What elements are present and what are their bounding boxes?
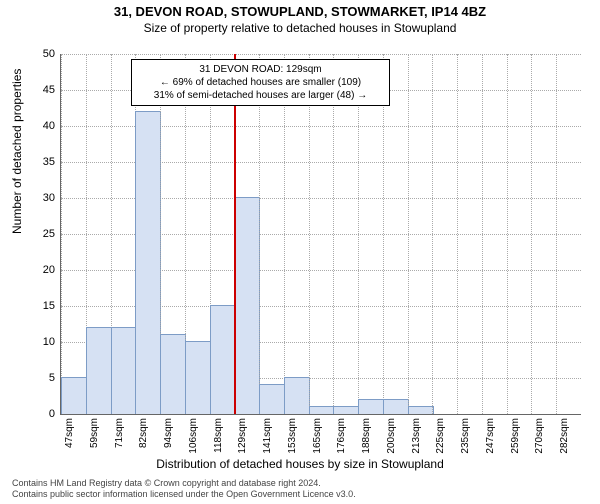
gridline-vertical: [333, 54, 334, 414]
gridline-vertical: [482, 54, 483, 414]
y-tick-label: 40: [25, 120, 55, 132]
x-tick-label: 282sqm: [559, 418, 570, 454]
y-tick-label: 25: [25, 228, 55, 240]
histogram-bar: [259, 384, 285, 414]
histogram-bar: [111, 327, 137, 414]
histogram-bar: [284, 377, 310, 414]
annotation-line: 31% of semi-detached houses are larger (…: [138, 89, 383, 102]
annotation-line: 31 DEVON ROAD: 129sqm: [138, 63, 383, 76]
x-tick-label: 82sqm: [138, 418, 149, 448]
x-tick-label: 153sqm: [287, 418, 298, 454]
histogram-bar: [135, 111, 161, 414]
x-tick-label: 47sqm: [64, 418, 75, 448]
footer-attribution: Contains HM Land Registry data © Crown c…: [12, 478, 356, 500]
x-axis-label: Distribution of detached houses by size …: [0, 457, 600, 471]
x-tick-label: 59sqm: [89, 418, 100, 448]
gridline-vertical: [556, 54, 557, 414]
x-tick-label: 118sqm: [213, 418, 224, 453]
x-tick-label: 141sqm: [262, 418, 273, 454]
histogram-bar: [210, 305, 236, 414]
gridline-vertical: [408, 54, 409, 414]
y-tick-label: 30: [25, 192, 55, 204]
y-axis-label: Number of detached properties: [10, 69, 24, 234]
x-tick-label: 200sqm: [386, 418, 397, 454]
gridline-vertical: [507, 54, 508, 414]
histogram-bar: [309, 406, 335, 414]
x-tick-label: 247sqm: [485, 418, 496, 454]
histogram-bar: [185, 341, 211, 414]
gridline-vertical: [383, 54, 384, 414]
histogram-bar: [86, 327, 112, 414]
gridline-vertical: [259, 54, 260, 414]
plot-area: 0510152025303540455047sqm59sqm71sqm82sqm…: [60, 54, 580, 414]
annotation-line: ← 69% of detached houses are smaller (10…: [138, 76, 383, 89]
x-tick-label: 225sqm: [435, 418, 446, 454]
footer-line1: Contains HM Land Registry data © Crown c…: [12, 478, 356, 489]
x-tick-label: 188sqm: [361, 418, 372, 454]
x-tick-label: 235sqm: [460, 418, 471, 454]
plot: 0510152025303540455047sqm59sqm71sqm82sqm…: [60, 54, 581, 415]
y-tick-label: 5: [25, 372, 55, 384]
x-tick-label: 165sqm: [312, 418, 323, 454]
x-tick-label: 259sqm: [510, 418, 521, 454]
footer-line2: Contains public sector information licen…: [12, 489, 356, 500]
histogram-bar: [61, 377, 87, 414]
histogram-bar: [358, 399, 384, 414]
gridline-vertical: [358, 54, 359, 414]
gridline-vertical: [531, 54, 532, 414]
y-tick-label: 50: [25, 48, 55, 60]
y-tick-label: 35: [25, 156, 55, 168]
gridline-vertical: [309, 54, 310, 414]
x-tick-label: 213sqm: [411, 418, 422, 454]
y-tick-label: 15: [25, 300, 55, 312]
x-tick-label: 94sqm: [163, 418, 174, 448]
x-tick-label: 106sqm: [188, 418, 199, 454]
chart-title: 31, DEVON ROAD, STOWUPLAND, STOWMARKET, …: [0, 4, 600, 19]
x-tick-label: 71sqm: [114, 418, 125, 448]
chart-container: 31, DEVON ROAD, STOWUPLAND, STOWMARKET, …: [0, 4, 600, 504]
y-tick-label: 10: [25, 336, 55, 348]
x-tick-label: 270sqm: [534, 418, 545, 454]
chart-subtitle: Size of property relative to detached ho…: [0, 21, 600, 35]
y-tick-label: 45: [25, 84, 55, 96]
y-tick-label: 0: [25, 408, 55, 420]
gridline-horizontal: [61, 54, 581, 55]
x-tick-label: 129sqm: [237, 418, 248, 454]
gridline-vertical: [432, 54, 433, 414]
gridline-vertical: [61, 54, 62, 414]
gridline-vertical: [284, 54, 285, 414]
histogram-bar: [383, 399, 409, 414]
histogram-bar: [160, 334, 186, 414]
x-tick-label: 176sqm: [336, 418, 347, 454]
reference-line: [234, 54, 236, 414]
annotation-box: 31 DEVON ROAD: 129sqm← 69% of detached h…: [131, 59, 390, 106]
y-tick-label: 20: [25, 264, 55, 276]
histogram-bar: [234, 197, 260, 414]
histogram-bar: [408, 406, 434, 414]
histogram-bar: [333, 406, 359, 414]
gridline-vertical: [457, 54, 458, 414]
